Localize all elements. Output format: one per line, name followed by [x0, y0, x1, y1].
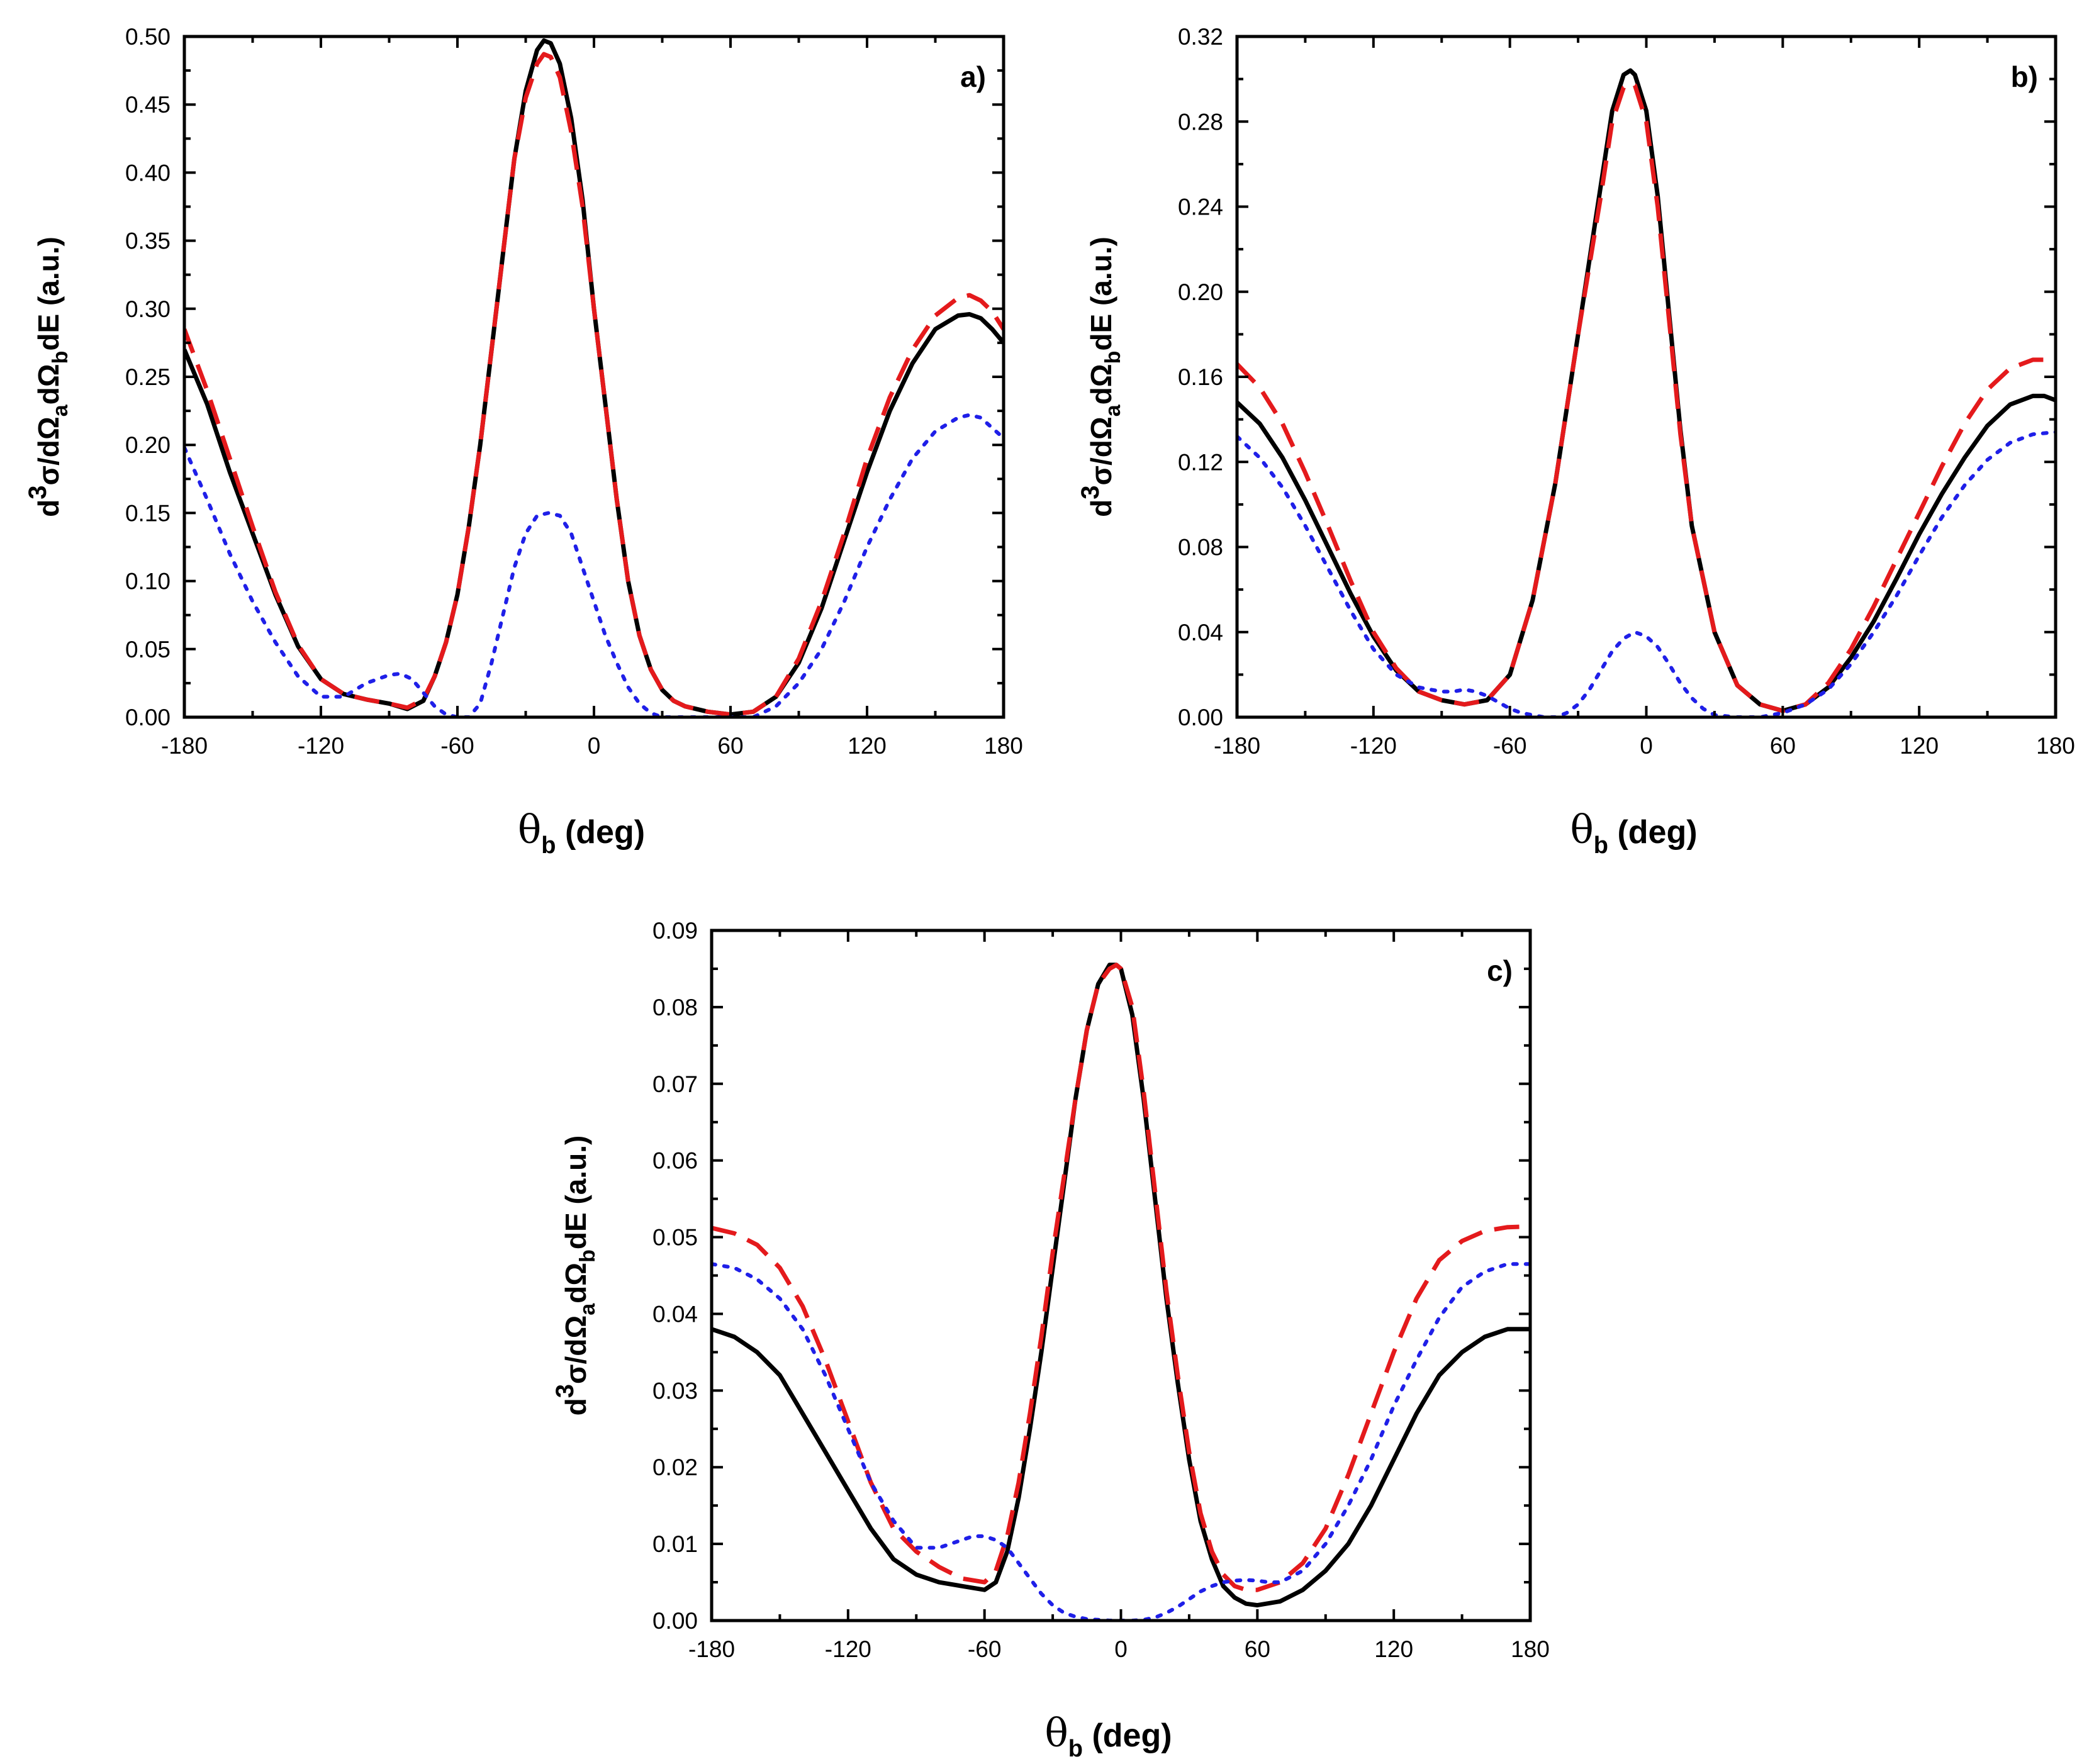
y-axis-title: d3σ/dΩadΩbdE (a.u.)	[551, 1136, 600, 1416]
series-dashed-line	[184, 52, 1004, 717]
y-tick-label: 0.40	[125, 160, 171, 186]
y-axis-title: d3σ/dΩadΩbdE (a.u.)	[24, 237, 72, 517]
x-tick-label: 0	[1640, 733, 1653, 759]
x-tick-label: 0	[1114, 1636, 1128, 1662]
x-tick-label: -120	[825, 1636, 871, 1662]
x-tick-label: 120	[848, 733, 887, 759]
x-tick-label: -60	[968, 1636, 1001, 1662]
x-tick-label: 120	[1900, 733, 1939, 759]
y-tick-label: 0.05	[652, 1225, 698, 1251]
x-tick-label: 60	[717, 733, 743, 759]
y-tick-label: 0.20	[125, 432, 171, 458]
y-tick-label: 0.08	[652, 995, 698, 1020]
x-tick-label: -120	[1350, 733, 1397, 759]
y-tick-label: 0.30	[125, 296, 171, 322]
y-tick-label: 0.00	[125, 705, 171, 730]
y-tick-label: 0.50	[125, 24, 171, 50]
panel-0: -180 -120 -60 0 60 120 180 0.00 0.05 0.10 0.15 0.20…	[24, 24, 1023, 859]
y-axis-title: d3σ/dΩadΩbdE (a.u.)	[1077, 237, 1125, 517]
y-tick-label: 0.00	[652, 1608, 698, 1634]
y-tick-label: 0.09	[652, 918, 698, 944]
panel-label: a)	[960, 60, 986, 93]
y-tick-label: 0.16	[1178, 364, 1223, 390]
y-tick-label: 0.05	[125, 637, 171, 662]
y-tick-label: 0.15	[125, 500, 171, 526]
x-tick-label: 60	[1245, 1636, 1270, 1662]
panel-label: c)	[1487, 954, 1513, 987]
x-tick-label: -180	[688, 1636, 735, 1662]
series-solid-line	[712, 963, 1530, 1608]
series-dotted-line	[712, 1262, 1530, 1621]
y-tick-label: 0.45	[125, 92, 171, 118]
x-tick-label: 180	[1511, 1636, 1550, 1662]
plot-frame	[710, 929, 1532, 1622]
x-tick-label: -180	[161, 733, 208, 759]
y-tick-label: 0.08	[1178, 535, 1223, 561]
x-tick-label: 180	[984, 733, 1023, 759]
x-tick-label: -60	[440, 733, 474, 759]
y-tick-label: 0.28	[1178, 109, 1223, 135]
x-tick-label: 120	[1374, 1636, 1413, 1662]
y-tick-label: 0.00	[1178, 705, 1223, 730]
series-dashed-line	[1237, 81, 2056, 713]
y-tick-label: 0.35	[125, 228, 171, 254]
y-tick-label: 0.10	[125, 569, 171, 595]
plot-frame	[182, 35, 1005, 719]
y-tick-label: 0.24	[1178, 194, 1223, 220]
y-tick-label: 0.04	[652, 1301, 698, 1327]
x-tick-label: -120	[298, 733, 344, 759]
y-tick-label: 0.03	[652, 1378, 698, 1404]
y-tick-label: 0.32	[1178, 24, 1223, 50]
series-solid-line	[184, 38, 1004, 717]
x-tick-label: -60	[1493, 733, 1526, 759]
y-tick-label: 0.01	[652, 1531, 698, 1557]
series-solid-line	[1237, 68, 2056, 713]
series-dashed-line	[712, 963, 1530, 1592]
x-tick-label: 0	[588, 733, 601, 759]
y-tick-label: 0.20	[1178, 279, 1223, 305]
panel-1: -180 -120 -60 0 60 120 180 0.00 0.04 0.08 0.12 0.16…	[1077, 24, 2075, 859]
x-tick-label: 180	[2036, 733, 2075, 759]
series-dotted-line	[184, 413, 1004, 717]
y-tick-label: 0.04	[1178, 620, 1223, 645]
x-axis-title: θb (deg)	[1044, 1710, 1172, 1762]
x-tick-label: -180	[1214, 733, 1260, 759]
series-dotted-line	[1237, 430, 2056, 717]
panel-2: -180 -120 -60 0 60 120 180 0.00 0.01 0.02 0.03 0.04…	[551, 918, 1550, 1762]
y-tick-label: 0.02	[652, 1454, 698, 1480]
y-tick-label: 0.06	[652, 1148, 698, 1174]
y-tick-label: 0.07	[652, 1071, 698, 1097]
x-axis-title: θb (deg)	[1570, 807, 1697, 859]
y-tick-label: 0.25	[125, 364, 171, 390]
panel-label: b)	[2011, 60, 2038, 93]
x-axis-title: θb (deg)	[518, 807, 645, 859]
x-tick-label: 60	[1770, 733, 1796, 759]
y-tick-label: 0.12	[1178, 449, 1223, 475]
